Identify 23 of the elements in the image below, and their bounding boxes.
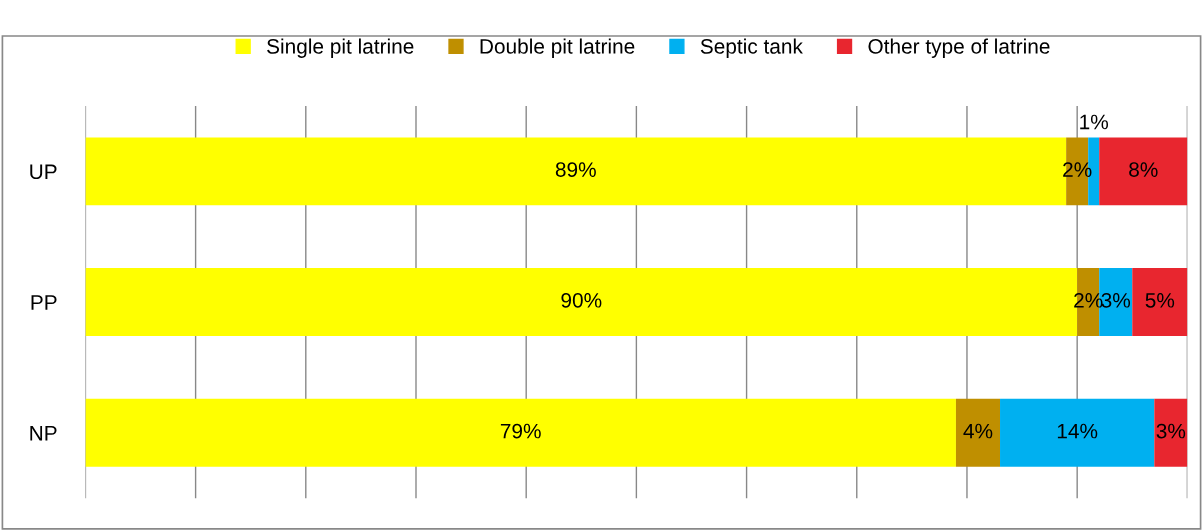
data-label: 3% (1156, 423, 1186, 439)
bar (85, 398, 956, 467)
legend-label: Other type of latrine (868, 38, 1050, 58)
y-tick-label: UP (30, 164, 57, 180)
legend-label: Single pit latrine (267, 38, 414, 58)
data-label: 90% (561, 292, 602, 308)
y-tick-label: PP (31, 295, 57, 310)
data-label: 14% (1057, 423, 1098, 439)
data-label: 4% (963, 423, 993, 439)
data-label: 3% (1101, 292, 1131, 308)
legend-label: Double pit latrine (480, 38, 635, 58)
data-label: 8% (1129, 162, 1158, 177)
bar (1132, 268, 1188, 337)
bar (955, 398, 1001, 467)
bar (1154, 398, 1188, 467)
data-label: 89% (555, 162, 596, 177)
bar (1099, 137, 1188, 206)
data-label: 79% (500, 423, 541, 439)
legend-label: Septic tank (700, 38, 803, 58)
data-label: 5% (1145, 293, 1175, 308)
data-label: 1% (1080, 114, 1109, 130)
bar (1000, 398, 1155, 467)
y-tick-label: NP (30, 426, 57, 441)
